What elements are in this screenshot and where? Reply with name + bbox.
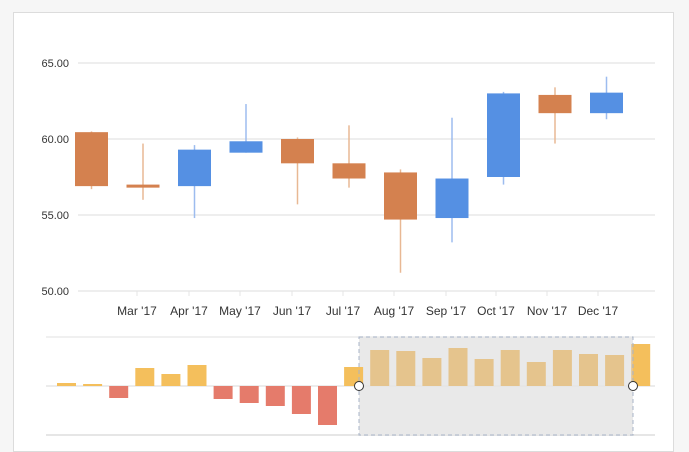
candle-body[interactable] [384,172,417,220]
navigator-bar [500,350,520,386]
navigator-bar [605,355,625,386]
x-axis-tick-label: Oct '17 [477,304,515,318]
navigator-bar [396,351,416,386]
navigator-bar [526,362,546,386]
x-axis-tick-label: Jul '17 [326,304,361,318]
navigator-bar [552,350,572,386]
x-axis-tick-label: Dec '17 [578,304,619,318]
candle-body[interactable] [126,184,160,188]
navigator-bar [135,368,155,386]
navigator-bar [109,386,129,398]
navigator-bar [631,344,633,386]
candle-body[interactable] [178,149,211,187]
x-axis-tick-label: Sep '17 [426,304,467,318]
navigator-bar [448,348,468,386]
candle-body[interactable] [75,132,108,187]
y-axis-tick-label: 65.00 [41,58,69,70]
y-axis-tick-label: 55.00 [41,210,69,222]
x-axis-tick-label: Mar '17 [117,304,157,318]
navigator-bar [318,386,337,425]
candle-body[interactable] [332,163,366,179]
candle-body[interactable] [487,93,520,177]
x-axis-tick-label: Nov '17 [527,304,568,318]
x-axis-tick-label: May '17 [219,304,261,318]
candle-body[interactable] [281,139,314,164]
y-axis-tick-label: 50.00 [41,286,69,298]
y-axis-tick-label: 60.00 [41,134,69,146]
candle-body[interactable] [538,94,572,114]
navigator-bar [57,383,76,386]
x-axis-tick-label: Jun '17 [273,304,312,318]
navigator-bar [265,386,285,406]
navigator-bar [633,344,651,386]
navigator-bar [161,374,181,386]
navigator-bar [291,386,311,414]
navigator-bar [187,365,207,386]
navigator-bar [213,386,233,399]
candlestick-chart: 65.00 60.00 55.00 50.00 Mar '17 Apr '17 May '1… [41,58,655,436]
navigator-bar [370,350,390,386]
navigator-bar [579,354,598,386]
navigator-bar [239,386,259,403]
candle-body[interactable] [590,92,623,114]
navigator-bar [422,358,442,386]
x-axis-tick-label: Aug '17 [374,304,415,318]
navigator-right-handle[interactable] [628,381,638,391]
navigator-bar [83,384,103,386]
candle-body[interactable] [435,178,469,219]
navigator-left-handle[interactable] [354,381,364,391]
x-axis-tick-label: Apr '17 [170,304,208,318]
candle-body[interactable] [229,141,263,153]
navigator-bar [474,359,494,386]
